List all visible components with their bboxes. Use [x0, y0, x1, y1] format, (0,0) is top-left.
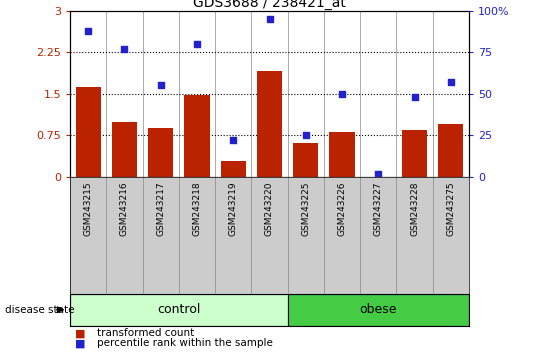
Text: GSM243226: GSM243226	[337, 182, 347, 236]
Text: GSM243228: GSM243228	[410, 182, 419, 236]
Text: transformed count: transformed count	[97, 329, 194, 338]
Text: percentile rank within the sample: percentile rank within the sample	[97, 338, 273, 348]
Bar	[148, 128, 174, 177]
Text: ■: ■	[75, 329, 86, 338]
Text: GSM243215: GSM243215	[84, 182, 93, 236]
Bar	[293, 143, 319, 177]
Bar	[112, 121, 137, 177]
Text: control: control	[157, 303, 201, 316]
Text: GSM243275: GSM243275	[446, 182, 455, 236]
Point	[84, 28, 93, 33]
Point	[410, 94, 419, 100]
Bar	[75, 87, 101, 177]
Bar	[184, 96, 210, 177]
Text: GSM243217: GSM243217	[156, 182, 165, 236]
Text: obese: obese	[360, 303, 397, 316]
Point	[156, 82, 165, 88]
Text: disease state: disease state	[5, 305, 75, 315]
Bar	[329, 132, 355, 177]
Text: GSM243225: GSM243225	[301, 182, 310, 236]
Bar	[257, 70, 282, 177]
Text: GSM243227: GSM243227	[374, 182, 383, 236]
Text: ■: ■	[75, 338, 86, 348]
Text: GSM243216: GSM243216	[120, 182, 129, 236]
Point	[338, 91, 347, 97]
Point	[374, 171, 383, 177]
Bar	[220, 161, 246, 177]
Text: GSM243218: GSM243218	[192, 182, 202, 236]
Text: GSM243219: GSM243219	[229, 182, 238, 236]
Text: GSM243220: GSM243220	[265, 182, 274, 236]
Point	[229, 138, 238, 143]
Bar	[438, 124, 464, 177]
Point	[446, 79, 455, 85]
Point	[265, 16, 274, 22]
Bar	[288, 294, 469, 326]
Point	[120, 46, 129, 52]
Bar	[402, 130, 427, 177]
Bar	[70, 294, 288, 326]
Point	[301, 132, 310, 138]
Title: GDS3688 / 238421_at: GDS3688 / 238421_at	[193, 0, 346, 10]
Point	[192, 41, 201, 47]
